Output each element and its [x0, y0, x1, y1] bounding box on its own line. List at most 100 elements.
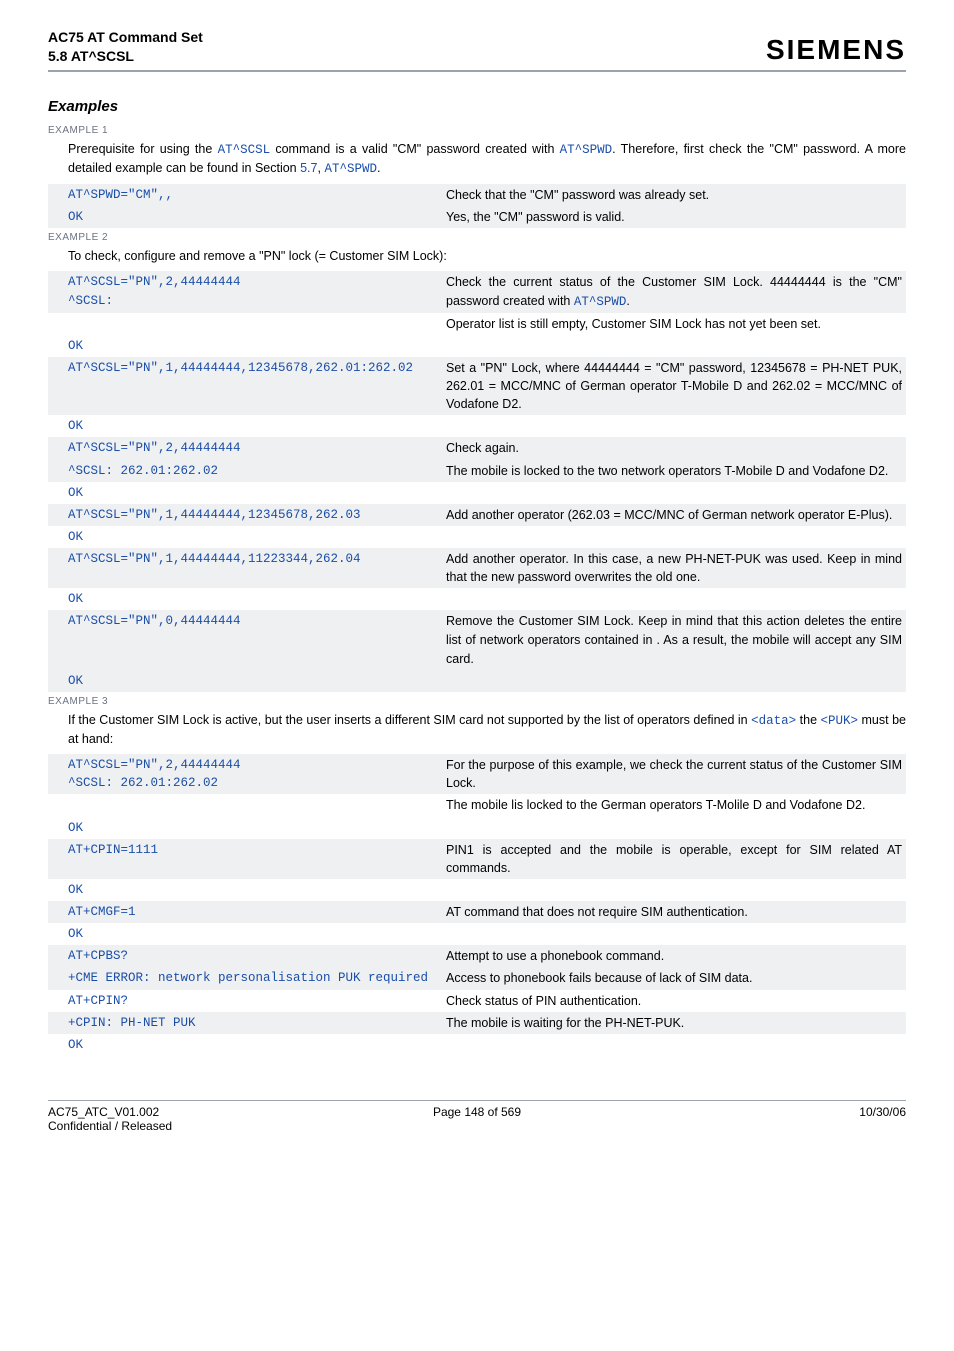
table-row: Operator list is still empty, Customer S…	[48, 313, 906, 335]
code-cell	[48, 313, 442, 335]
code-cell: OK	[48, 670, 442, 692]
table-row: OK	[48, 879, 906, 901]
table-row: OK	[48, 415, 906, 437]
desc-cell	[442, 588, 906, 610]
table-row: OKYes, the "CM" password is valid.	[48, 206, 906, 228]
footer-left: AC75_ATC_V01.002 Confidential / Released	[48, 1105, 331, 1133]
table-row: AT^SCSL="PN",1,44444444,12345678,262.01:…	[48, 357, 906, 415]
table-row: AT^SPWD="CM",,Check that the "CM" passwo…	[48, 184, 906, 206]
code-cell	[48, 794, 442, 816]
example2-intro: To check, configure and remove a "PN" lo…	[68, 247, 906, 265]
table-row: ^SCSL: 262.01:262.02The mobile is locked…	[48, 460, 906, 482]
desc-cell: Check the current status of the Customer…	[442, 271, 906, 312]
table-row: OK	[48, 588, 906, 610]
code-cell: AT^SCSL="PN",1,44444444,12345678,262.03	[48, 504, 442, 526]
code-cell: OK	[48, 206, 442, 228]
desc-cell	[442, 482, 906, 504]
desc-cell: The mobile is locked to the two network …	[442, 460, 906, 482]
footer-right: 10/30/06	[623, 1105, 906, 1133]
code-ref: <data>	[751, 714, 796, 728]
desc-cell	[442, 817, 906, 839]
desc-cell: Check again.	[442, 437, 906, 459]
code-cell: OK	[48, 415, 442, 437]
desc-cell: Access to phonebook fails because of lac…	[442, 967, 906, 989]
code-cell: AT^SCSL="PN",2,44444444^SCSL: 262.01:262…	[48, 754, 442, 794]
code-cell: AT^SCSL="PN",1,44444444,11223344,262.04	[48, 548, 442, 588]
code-cell: AT^SCSL="PN",1,44444444,12345678,262.01:…	[48, 357, 442, 415]
table-row: OK	[48, 526, 906, 548]
code-cell: OK	[48, 482, 442, 504]
table-row: +CME ERROR: network personalisation PUK …	[48, 967, 906, 989]
footer-rule	[48, 1100, 906, 1101]
document-header: AC75 AT Command Set 5.8 AT^SCSL SIEMENS	[48, 28, 906, 66]
desc-cell: Add another operator (262.03 = MCC/MNC o…	[442, 504, 906, 526]
code-ref: AT^SPWD	[324, 162, 377, 176]
code-cell: OK	[48, 588, 442, 610]
code-cell: OK	[48, 817, 442, 839]
desc-cell: For the purpose of this example, we chec…	[442, 754, 906, 794]
desc-cell: Attempt to use a phonebook command.	[442, 945, 906, 967]
code-cell: AT+CPBS?	[48, 945, 442, 967]
desc-cell: AT command that does not require SIM aut…	[442, 901, 906, 923]
examples-heading: Examples	[48, 98, 906, 115]
example2-table: AT^SCSL="PN",2,44444444^SCSL:Check the c…	[48, 271, 906, 692]
code-ref: AT^SPWD	[560, 143, 613, 157]
desc-cell: Operator list is still empty, Customer S…	[442, 313, 906, 335]
footer-center: Page 148 of 569	[335, 1105, 618, 1133]
desc-cell: Add another operator. In this case, a ne…	[442, 548, 906, 588]
table-row: AT^SCSL="PN",2,44444444^SCSL:Check the c…	[48, 271, 906, 312]
code-cell: AT^SCSL="PN",2,44444444	[48, 437, 442, 459]
code-cell: ^SCSL: 262.01:262.02	[48, 460, 442, 482]
doc-title: AC75 AT Command Set 5.8 AT^SCSL	[48, 28, 203, 66]
code-cell: AT+CPIN=1111	[48, 839, 442, 879]
code-cell: +CPIN: PH-NET PUK	[48, 1012, 442, 1034]
desc-cell: Remove the Customer SIM Lock. Keep in mi…	[442, 610, 906, 669]
page: AC75 AT Command Set 5.8 AT^SCSL SIEMENS …	[0, 0, 954, 1153]
page-footer: AC75_ATC_V01.002 Confidential / Released…	[48, 1105, 906, 1133]
desc-cell: Yes, the "CM" password is valid.	[442, 206, 906, 228]
code-cell: +CME ERROR: network personalisation PUK …	[48, 967, 442, 989]
table-row: AT^SCSL="PN",1,44444444,12345678,262.03A…	[48, 504, 906, 526]
table-row: AT^SCSL="PN",0,44444444Remove the Custom…	[48, 610, 906, 669]
table-row: OK	[48, 923, 906, 945]
desc-cell: The mobile lis locked to the German oper…	[442, 794, 906, 816]
example1-intro: Prerequisite for using the AT^SCSL comma…	[68, 140, 906, 178]
code-cell: AT+CMGF=1	[48, 901, 442, 923]
code-cell: AT^SCSL="PN",0,44444444	[48, 610, 442, 669]
desc-cell: Check status of PIN authentication.	[442, 990, 906, 1012]
table-row: OK	[48, 1034, 906, 1056]
table-row: AT+CPIN=1111PIN1 is accepted and the mob…	[48, 839, 906, 879]
desc-cell: Set a "PN" Lock, where 44444444 = "CM" p…	[442, 357, 906, 415]
example3-table: AT^SCSL="PN",2,44444444^SCSL: 262.01:262…	[48, 754, 906, 1056]
title-line2: 5.8 AT^SCSL	[48, 48, 134, 64]
header-rule	[48, 70, 906, 72]
table-row: AT+CPBS?Attempt to use a phonebook comma…	[48, 945, 906, 967]
example3-label: EXAMPLE 3	[48, 696, 906, 707]
brand-logo: SIEMENS	[766, 34, 906, 66]
example3-intro: If the Customer SIM Lock is active, but …	[68, 711, 906, 748]
code-cell: OK	[48, 923, 442, 945]
code-cell: OK	[48, 879, 442, 901]
desc-cell	[442, 670, 906, 692]
desc-cell	[442, 1034, 906, 1056]
table-row: OK	[48, 482, 906, 504]
table-row: AT^SCSL="PN",2,44444444Check again.	[48, 437, 906, 459]
code-cell: AT^SPWD="CM",,	[48, 184, 442, 206]
code-cell: OK	[48, 335, 442, 357]
example2-label: EXAMPLE 2	[48, 232, 906, 243]
desc-cell: The mobile is waiting for the PH-NET-PUK…	[442, 1012, 906, 1034]
table-row: AT^SCSL="PN",1,44444444,11223344,262.04A…	[48, 548, 906, 588]
table-row: The mobile lis locked to the German oper…	[48, 794, 906, 816]
title-line1: AC75 AT Command Set	[48, 29, 203, 45]
code-ref: AT^SCSL	[218, 143, 271, 157]
example1-table: AT^SPWD="CM",,Check that the "CM" passwo…	[48, 184, 906, 228]
desc-cell	[442, 526, 906, 548]
desc-cell: Check that the "CM" password was already…	[442, 184, 906, 206]
desc-cell: PIN1 is accepted and the mobile is opera…	[442, 839, 906, 879]
desc-cell	[442, 335, 906, 357]
desc-cell	[442, 923, 906, 945]
desc-cell	[442, 879, 906, 901]
section-ref: 5.7	[300, 161, 317, 175]
code-cell: AT+CPIN?	[48, 990, 442, 1012]
table-row: AT^SCSL="PN",2,44444444^SCSL: 262.01:262…	[48, 754, 906, 794]
